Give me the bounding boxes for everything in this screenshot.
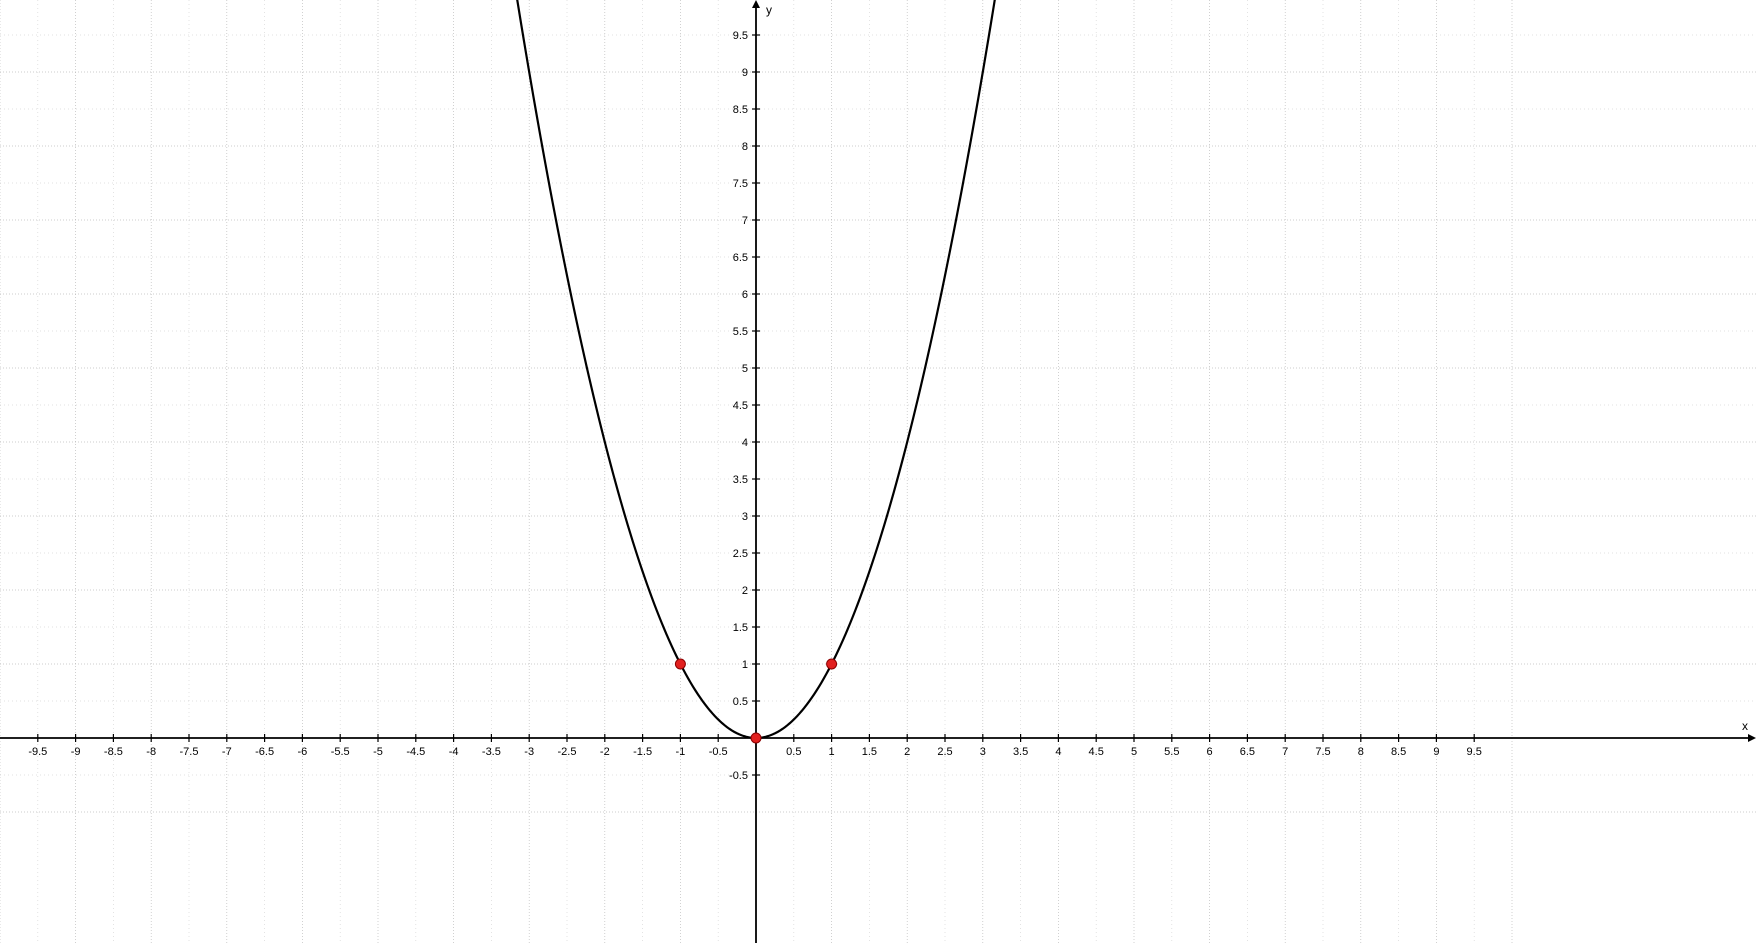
svg-text:4: 4 (742, 437, 748, 449)
svg-text:8.5: 8.5 (1391, 746, 1406, 758)
svg-text:3: 3 (742, 511, 748, 523)
svg-text:6.5: 6.5 (1240, 746, 1255, 758)
svg-text:9: 9 (742, 67, 748, 79)
svg-text:-7.5: -7.5 (180, 746, 199, 758)
svg-text:1.5: 1.5 (862, 746, 877, 758)
marker-point (675, 659, 685, 669)
svg-text:1: 1 (742, 659, 748, 671)
svg-text:0.5: 0.5 (786, 746, 801, 758)
parabola-chart: x y -9.5 -9 -8.5 -8 -7.5 -7 -6.5 -6 -5.5 -5 -4.5 -4 -3… (0, 0, 1756, 943)
svg-text:-7: -7 (222, 746, 232, 758)
svg-text:-8: -8 (146, 746, 156, 758)
svg-text:7.5: 7.5 (733, 178, 748, 190)
svg-text:-4: -4 (449, 746, 459, 758)
svg-text:3.5: 3.5 (1013, 746, 1028, 758)
svg-text:7.5: 7.5 (1315, 746, 1330, 758)
svg-text:4.5: 4.5 (1089, 746, 1104, 758)
svg-text:6.5: 6.5 (733, 252, 748, 264)
svg-text:4.5: 4.5 (733, 400, 748, 412)
svg-text:7: 7 (1282, 746, 1288, 758)
svg-text:0.5: 0.5 (733, 696, 748, 708)
svg-text:1.5: 1.5 (733, 622, 748, 634)
svg-text:9.5: 9.5 (733, 30, 748, 42)
svg-text:-6: -6 (298, 746, 308, 758)
marker-point (751, 733, 761, 743)
svg-text:6: 6 (1207, 746, 1213, 758)
svg-text:-2: -2 (600, 746, 610, 758)
svg-text:5.5: 5.5 (733, 326, 748, 338)
svg-text:-0.5: -0.5 (729, 770, 748, 782)
svg-text:8.5: 8.5 (733, 104, 748, 116)
svg-text:9.5: 9.5 (1467, 746, 1482, 758)
svg-text:2.5: 2.5 (937, 746, 952, 758)
svg-text:2: 2 (742, 585, 748, 597)
svg-text:x: x (1742, 719, 1748, 733)
svg-text:-3.5: -3.5 (482, 746, 501, 758)
svg-text:-5.5: -5.5 (331, 746, 350, 758)
chart-svg: x y -9.5 -9 -8.5 -8 -7.5 -7 -6.5 -6 -5.5 -5 -4.5 -4 -3… (0, 0, 1756, 943)
svg-text:6: 6 (742, 289, 748, 301)
svg-text:3.5: 3.5 (733, 474, 748, 486)
svg-text:-4.5: -4.5 (406, 746, 425, 758)
svg-text:-0.5: -0.5 (709, 746, 728, 758)
svg-text:7: 7 (742, 215, 748, 227)
svg-text:-9: -9 (71, 746, 81, 758)
svg-text:-6.5: -6.5 (255, 746, 274, 758)
svg-text:8: 8 (742, 141, 748, 153)
svg-text:-2.5: -2.5 (558, 746, 577, 758)
svg-text:-1.5: -1.5 (633, 746, 652, 758)
svg-text:2.5: 2.5 (733, 548, 748, 560)
svg-text:-3: -3 (524, 746, 534, 758)
svg-text:5.5: 5.5 (1164, 746, 1179, 758)
svg-text:2: 2 (904, 746, 910, 758)
marker-point (827, 659, 837, 669)
svg-text:3: 3 (980, 746, 986, 758)
svg-text:8: 8 (1358, 746, 1364, 758)
svg-text:-9.5: -9.5 (28, 746, 47, 758)
svg-text:-1: -1 (676, 746, 686, 758)
svg-text:9: 9 (1433, 746, 1439, 758)
svg-text:1: 1 (829, 746, 835, 758)
svg-text:y: y (766, 3, 772, 17)
svg-text:4: 4 (1055, 746, 1061, 758)
svg-text:-5: -5 (373, 746, 383, 758)
svg-text:-8.5: -8.5 (104, 746, 123, 758)
svg-text:5: 5 (742, 363, 748, 375)
svg-text:5: 5 (1131, 746, 1137, 758)
